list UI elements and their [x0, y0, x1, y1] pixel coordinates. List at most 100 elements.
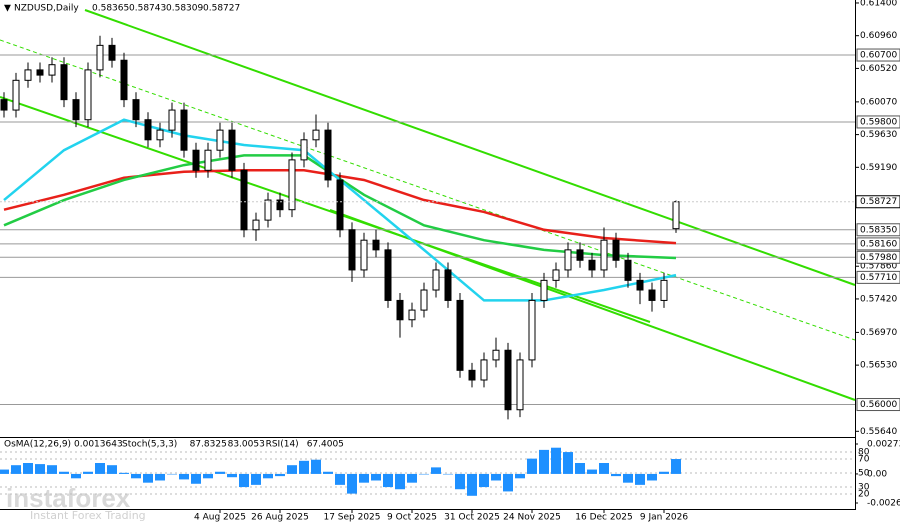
- osma-bar: [203, 473, 213, 479]
- y-tick-label: 0.60070: [860, 97, 897, 107]
- level-label: 0.59800: [860, 117, 897, 127]
- candle-body: [528, 299, 536, 361]
- candle-body: [372, 239, 380, 251]
- y-tick-label: 0.60960: [860, 31, 897, 41]
- osma-bar: [347, 473, 357, 494]
- candle-body: [312, 129, 320, 141]
- osma-bar: [335, 473, 345, 485]
- candle-body: [444, 269, 452, 301]
- osma-bar: [371, 473, 381, 481]
- osma-bar: [239, 473, 249, 488]
- osma-bar: [671, 459, 681, 474]
- candle-body: [468, 369, 476, 381]
- y-tick-label: 0.60520: [860, 64, 897, 74]
- osma-bar: [143, 473, 153, 483]
- level-label-box: [856, 115, 900, 129]
- osma-bar: [47, 465, 57, 474]
- level-label-box: [856, 270, 900, 284]
- osma-bar: [263, 473, 273, 479]
- osma-bar: [395, 473, 405, 490]
- x-tick-label: 31 Oct 2025: [444, 513, 500, 523]
- y-tick-label: 0.59190: [860, 163, 897, 173]
- candle-body: [348, 229, 356, 271]
- plot-layer: [0, 35, 855, 420]
- level-label-box: [856, 250, 900, 264]
- candle-body: [36, 69, 44, 76]
- osma-bar: [275, 473, 285, 477]
- candle-body: [540, 279, 548, 301]
- x-tick-label: 9 Jan 2026: [640, 513, 688, 523]
- indicator-value: 87.8325: [190, 440, 227, 450]
- osma-bar: [563, 452, 573, 474]
- y-tick-label: 0.0027386: [867, 440, 900, 450]
- candle-body: [600, 239, 608, 271]
- osma-bar: [527, 458, 537, 474]
- candle-body: [12, 79, 20, 111]
- watermark-tagline: Instant Forex Trading: [30, 509, 146, 522]
- y-tick-label: 0.00: [867, 469, 887, 479]
- osma-bar: [287, 465, 297, 474]
- candle-body: [504, 349, 512, 411]
- x-tick-label: 17 Sep 2025: [323, 513, 380, 523]
- trendline: [329, 209, 856, 401]
- level-label: 0.57980: [860, 253, 897, 263]
- candle-body: [252, 219, 260, 231]
- level-label: 0.57710: [860, 273, 897, 283]
- y-tick-label: 0.59630: [860, 130, 897, 140]
- osma-bar: [95, 463, 105, 474]
- osma-bar: [311, 459, 321, 474]
- osma-bar: [11, 465, 21, 474]
- indicator-value: 83.0053: [228, 440, 265, 450]
- trendline: [84, 9, 856, 286]
- price-label: 0.58727: [860, 197, 897, 207]
- candle-body: [324, 129, 332, 181]
- osma-bar: [407, 473, 417, 483]
- candle-body: [432, 269, 440, 291]
- watermark: instaforex: [6, 483, 131, 513]
- candle-body: [120, 59, 128, 101]
- indicator-value: 67.4005: [307, 440, 344, 450]
- level-label-box: [856, 237, 900, 251]
- header-ohlc: 0.58365: [92, 4, 129, 14]
- candle-body: [0, 99, 8, 111]
- candle-body: [660, 279, 668, 301]
- level-label-box: [856, 48, 900, 62]
- candle-body: [420, 289, 428, 311]
- osma-bar: [251, 473, 261, 485]
- candle-body: [168, 109, 176, 131]
- osma-bar: [383, 473, 393, 488]
- level-label: 0.56000: [860, 400, 897, 410]
- level-label-box: [856, 223, 900, 237]
- y-tick-label: 0.57420: [860, 294, 897, 304]
- x-tick-label: 9 Oct 2025: [387, 513, 437, 523]
- candle-body: [204, 149, 212, 171]
- y-tick-label: 0.55640: [860, 427, 897, 437]
- indicator-name: RSI(14): [266, 440, 299, 450]
- candle-body: [648, 289, 656, 301]
- osma-bar: [83, 471, 93, 474]
- osma-bar: [647, 473, 657, 481]
- price-label-box: [855, 195, 900, 209]
- candle-body: [180, 109, 188, 151]
- osma-bar: [455, 473, 465, 490]
- osma-bar: [467, 473, 477, 496]
- candle-body: [72, 99, 80, 121]
- osma-bar: [191, 473, 201, 484]
- candle-body: [24, 69, 32, 81]
- candle-body: [276, 199, 284, 211]
- osma-bar: [227, 473, 237, 478]
- candle-body: [240, 169, 248, 231]
- osma-bar: [71, 473, 81, 479]
- candle-body: [564, 249, 572, 271]
- y2-tick-label: 30: [858, 483, 870, 493]
- candle-body: [48, 64, 56, 76]
- x-tick-label: 24 Nov 2025: [503, 513, 561, 523]
- osma-bar: [23, 463, 33, 474]
- osma-bar: [323, 471, 333, 474]
- x-tick-label: 16 Dec 2025: [575, 513, 633, 523]
- candle-body: [336, 179, 344, 231]
- osma-bar: [587, 469, 597, 474]
- osma-bar: [431, 467, 441, 474]
- indicator-value: 0.0013643: [74, 440, 123, 450]
